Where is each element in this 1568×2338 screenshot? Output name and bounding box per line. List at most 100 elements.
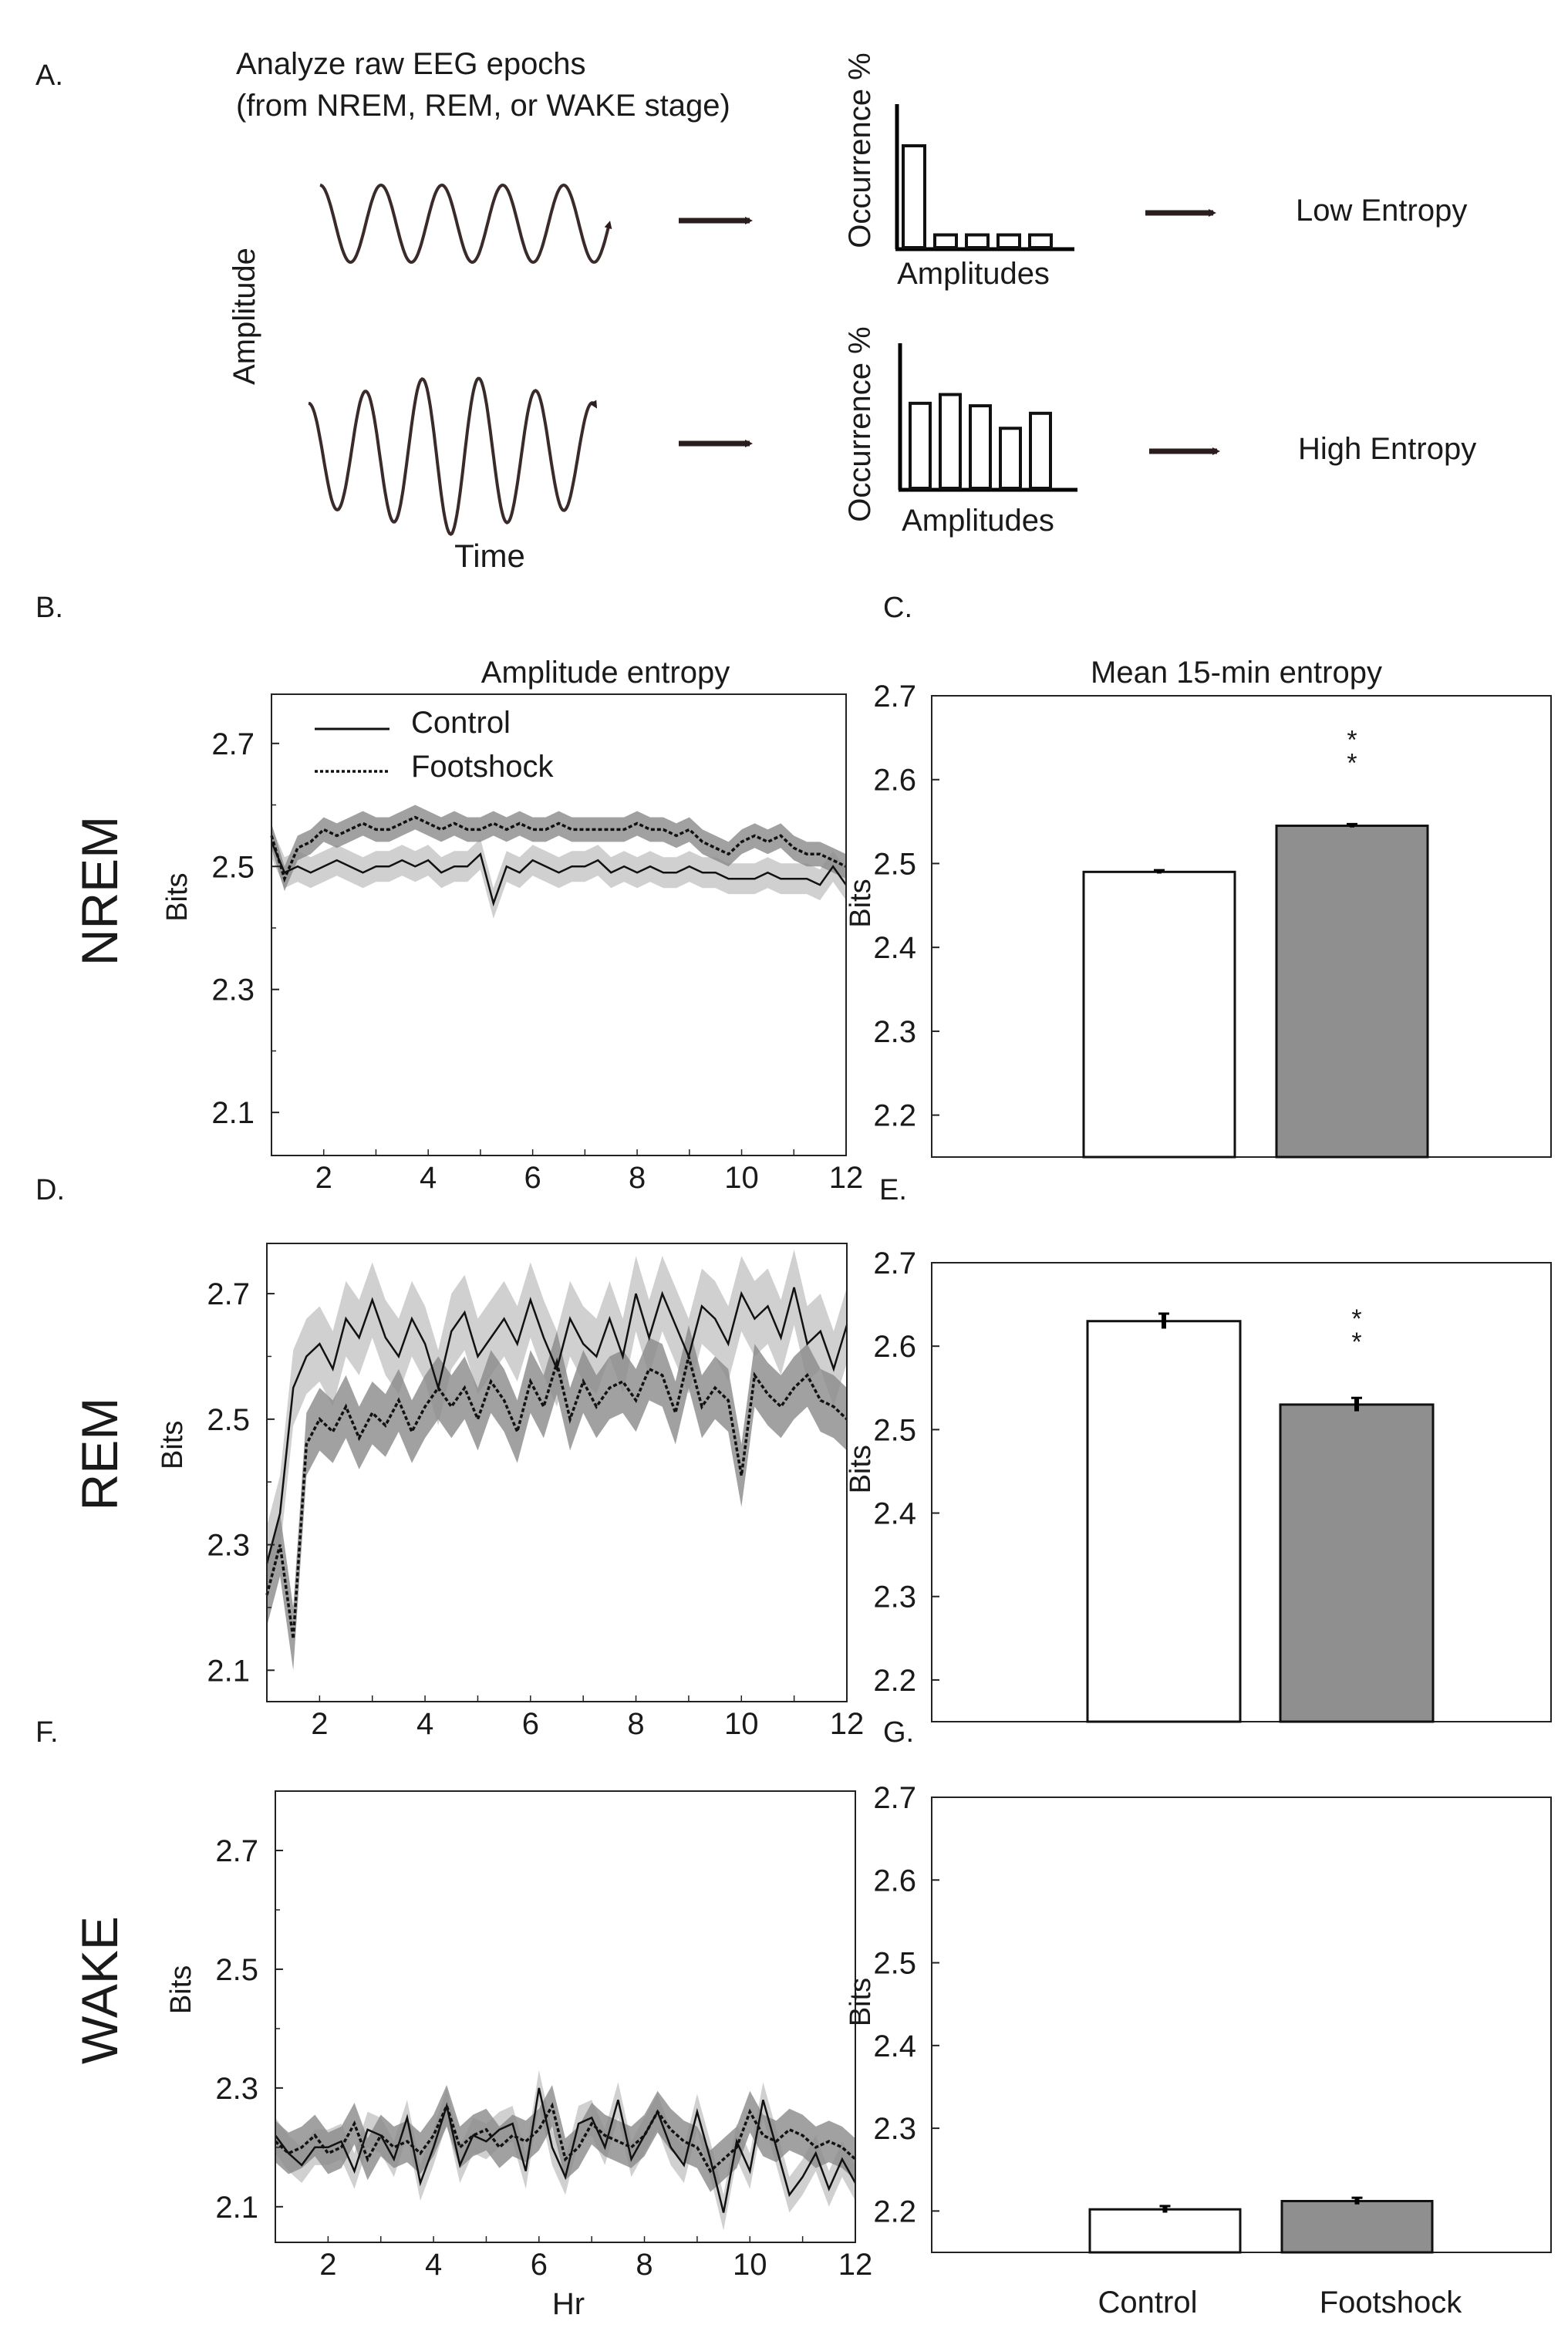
control-series-line — [270, 841, 848, 907]
y-tick-label: 2.5 — [215, 1953, 258, 1987]
significance-star: * — [1347, 749, 1357, 778]
plot-frame — [931, 695, 1552, 1158]
y-tick-label: 2.4 — [873, 931, 916, 965]
x-tick-label: 6 — [524, 1161, 541, 1195]
y-tick-label: 2.5 — [873, 847, 916, 881]
nrem-bar-chart: 2.2 2.3 2.4 2.5 2.6 2.7 Bits ** — [845, 680, 1552, 1159]
footshock-bar — [1279, 1403, 1435, 1723]
control-series-line — [274, 2087, 857, 2213]
control-bar — [1082, 870, 1236, 1159]
x-tick-label: 4 — [420, 1161, 437, 1195]
panel-label-d: D. — [35, 1174, 65, 1206]
y-tick-label: 2.3 — [873, 1581, 916, 1614]
high-entropy-label: High Entropy — [1298, 432, 1476, 466]
y-tick-label: 2.1 — [207, 1654, 250, 1688]
x-tick-label: 4 — [425, 2248, 442, 2282]
control-category-label: Control — [1098, 2286, 1198, 2319]
y-tick-label: 2.1 — [215, 2191, 258, 2225]
hist-low-bar — [933, 233, 958, 249]
footshock-error-band — [267, 1324, 847, 1671]
plot-frame — [931, 1797, 1552, 2253]
x-tick-label: 12 — [830, 1707, 865, 1741]
time-axis-label: Time — [454, 538, 525, 574]
y-tick-label: 2.2 — [873, 1664, 916, 1698]
schematic-title-line1: Analyze raw EEG epochs — [236, 47, 586, 81]
y-tick-label: 2.3 — [873, 1015, 916, 1049]
y-tick-label: 2.7 — [207, 1277, 250, 1311]
y-tick-label: 2.6 — [873, 1330, 916, 1364]
hist-high-bar — [1029, 411, 1052, 490]
y-axis-label: Bits — [165, 1965, 197, 2014]
low-entropy-label: Low Entropy — [1296, 194, 1467, 228]
low-entropy-histogram: Occurrence % Amplitudes — [843, 52, 1074, 291]
hr-axis-label: Hr — [552, 2287, 585, 2321]
hist-high-bar — [999, 427, 1022, 490]
high-entropy-histogram: Occurrence % Amplitudes — [843, 326, 1077, 538]
control-series-line — [265, 1287, 848, 1564]
y-tick-label: 2.3 — [873, 2112, 916, 2146]
x-tick-label: 4 — [416, 1707, 433, 1741]
row-label-wake: WAKE — [71, 1916, 128, 2064]
x-tick-label: 8 — [636, 2248, 652, 2282]
y-tick-label: 2.5 — [207, 1403, 250, 1437]
y-tick-label: 2.6 — [873, 1864, 916, 1898]
hist-high-bar — [969, 404, 992, 491]
y-axis-label: Bits — [845, 1445, 877, 1493]
rem-bar-chart: 2.2 2.3 2.4 2.5 2.6 2.7 Bits ** — [845, 1247, 1552, 1723]
row-label-nrem: NREM — [71, 816, 128, 966]
y-axis-label: Bits — [157, 1421, 189, 1469]
panel-label-b: B. — [35, 592, 63, 624]
y-tick-label: 2.2 — [873, 1099, 916, 1133]
nrem-timecourse-chart: 2.1 2.3 2.5 2.7 2 4 6 8 10 12 Bits — [161, 693, 863, 1195]
y-tick-label: 2.7 — [873, 1781, 916, 1815]
y-tick-label: 2.7 — [873, 680, 916, 714]
schematic-title-line2: (from NREM, REM, or WAKE stage) — [236, 89, 730, 123]
panel-label-c: C. — [883, 592, 912, 624]
high-entropy-waveform — [308, 376, 598, 536]
hist-low-bar — [965, 233, 990, 249]
y-tick-label: 2.4 — [873, 2029, 916, 2063]
timecourse-column-title: Amplitude entropy — [481, 656, 730, 690]
hist-high-bar — [939, 393, 962, 490]
plot-frame — [275, 1790, 856, 2243]
occurrence-label-high: Occurrence % — [843, 326, 877, 521]
y-axis-label: Bits — [161, 872, 194, 921]
hist-high-bar — [909, 401, 932, 491]
plot-frame — [266, 1243, 848, 1702]
y-tick-label: 2.3 — [207, 1529, 250, 1563]
amplitude-axis-label: Amplitude — [228, 248, 261, 385]
x-tick-label: 6 — [531, 2248, 548, 2282]
wake-timecourse-chart: 2.1 2.3 2.5 2.7 2 4 6 8 10 12 Bits — [165, 1790, 873, 2282]
footshock-error-band — [271, 805, 846, 892]
y-tick-label: 2.7 — [215, 1834, 258, 1868]
amplitudes-label-low: Amplitudes — [897, 257, 1050, 291]
hist-low-bar — [1028, 233, 1053, 249]
control-error-band — [275, 2070, 855, 2231]
y-tick-label: 2.2 — [873, 2195, 916, 2228]
panel-label-e: E. — [879, 1174, 907, 1206]
x-tick-label: 2 — [311, 1707, 328, 1741]
footshock-bar — [1280, 2199, 1434, 2254]
footshock-series-line — [270, 815, 847, 883]
control-error-band — [267, 1250, 847, 1601]
schematic-panel: A. Analyze raw EEG epochs (from NREM, RE… — [35, 47, 1476, 574]
hist-low-bar — [902, 144, 926, 249]
low-entropy-waveform — [319, 183, 612, 265]
legend: Control Footshock — [315, 706, 555, 784]
y-tick-label: 2.7 — [873, 1247, 916, 1280]
x-tick-label: 12 — [838, 2248, 873, 2282]
x-tick-label: 10 — [733, 2248, 767, 2282]
significance-star: * — [1351, 1328, 1361, 1357]
x-tick-label: 2 — [319, 2248, 336, 2282]
row-label-rem: REM — [71, 1398, 128, 1511]
y-tick-label: 2.7 — [211, 727, 255, 761]
footshock-series-line — [274, 2102, 857, 2174]
x-tick-label: 10 — [724, 1161, 759, 1195]
legend-footshock-label: Footshock — [411, 750, 555, 784]
x-tick-label: 10 — [724, 1707, 759, 1741]
y-tick-label: 2.4 — [873, 1497, 916, 1531]
y-tick-label: 2.6 — [873, 764, 916, 798]
y-tick-label: 2.3 — [215, 2072, 258, 2106]
bars-column-title: Mean 15-min entropy — [1091, 656, 1382, 690]
